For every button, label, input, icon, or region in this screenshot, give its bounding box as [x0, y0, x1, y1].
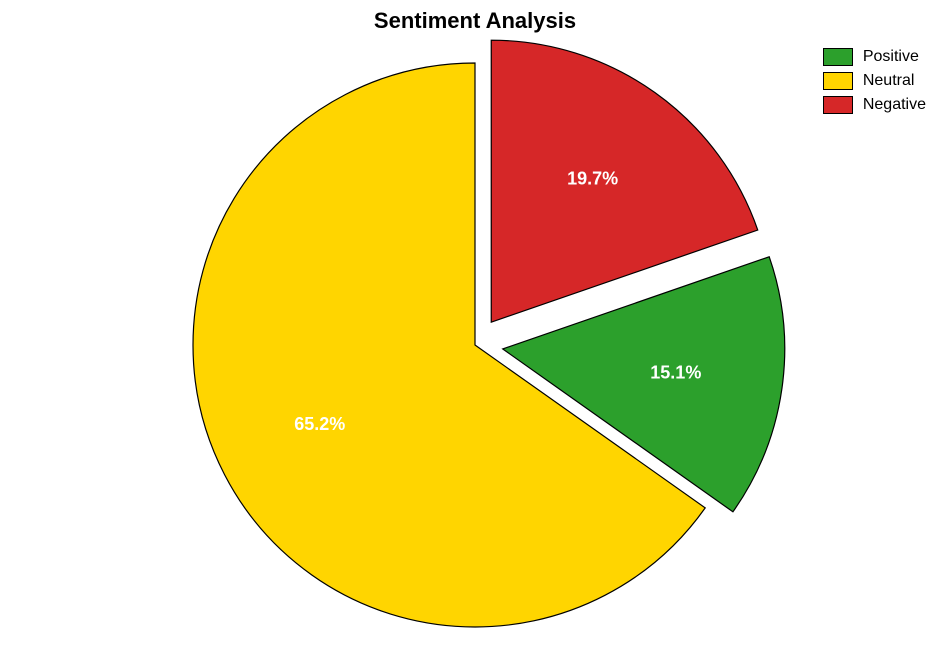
- legend-item-negative: Negative: [823, 96, 926, 114]
- pie-chart: 19.7% 15.1% 65.2%: [0, 0, 950, 662]
- legend-label: Neutral: [863, 72, 915, 90]
- legend-swatch: [823, 96, 853, 114]
- pie-label-positive: 15.1%: [650, 362, 701, 382]
- legend: Positive Neutral Negative: [823, 48, 926, 120]
- pie-label-neutral: 65.2%: [294, 414, 345, 434]
- legend-label: Positive: [863, 48, 919, 66]
- legend-item-neutral: Neutral: [823, 72, 926, 90]
- pie-label-negative: 19.7%: [567, 169, 618, 189]
- legend-label: Negative: [863, 96, 926, 114]
- legend-item-positive: Positive: [823, 48, 926, 66]
- legend-swatch: [823, 48, 853, 66]
- chart-container: Sentiment Analysis 19.7%15.1%65.2% Posit…: [0, 0, 950, 662]
- legend-swatch: [823, 72, 853, 90]
